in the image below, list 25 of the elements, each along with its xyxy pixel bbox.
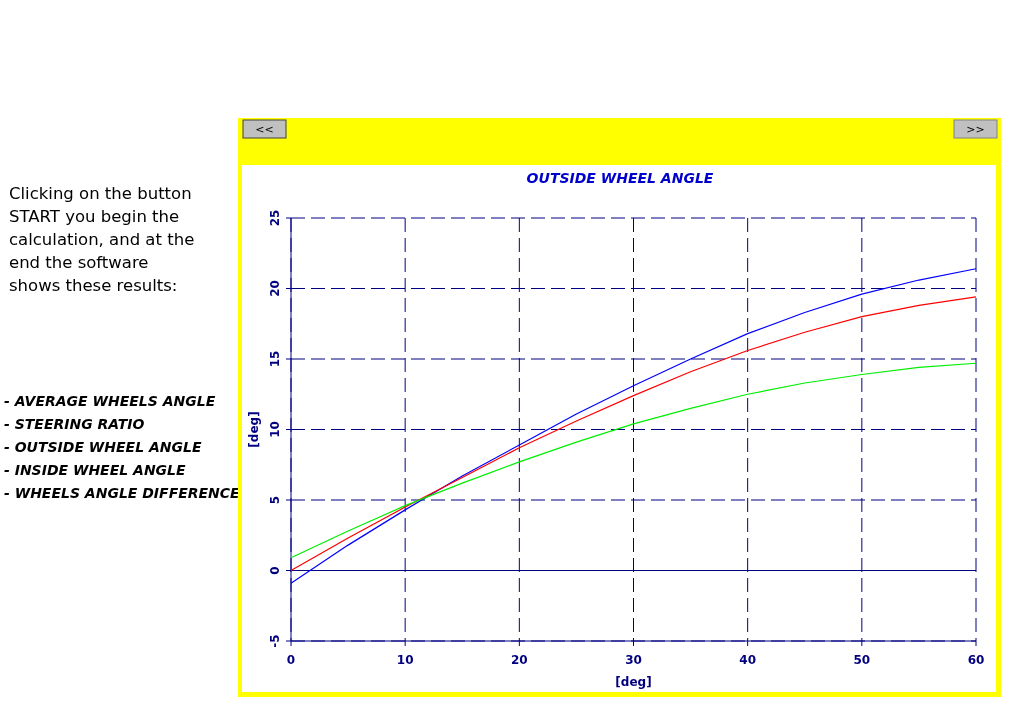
- y-axis-title: [deg]: [247, 411, 261, 448]
- x-tick-label: 50: [853, 653, 871, 667]
- x-tick-label: 20: [510, 653, 528, 667]
- x-axis-title: [deg]: [615, 675, 652, 689]
- x-tick-label: 40: [739, 653, 757, 667]
- previous-button: <<: [242, 119, 287, 139]
- text: - AVERAGE WHEELS ANGLE: [4, 392, 217, 411]
- text: Clicking on the button START you begin the calculation, and at the end the software shows these results:: [9, 183, 196, 297]
- text: - OUTSIDE WHEEL ANGLE: [4, 438, 203, 457]
- y-tick-label: 10: [268, 421, 282, 438]
- y-tick-label: -5: [268, 634, 282, 648]
- x-tick-label: 10: [396, 653, 414, 667]
- chart-title: OUTSIDE WHEEL ANGLE: [526, 170, 714, 186]
- text: - INSIDE WHEEL ANGLE: [4, 461, 187, 480]
- y-tick-label: 0: [268, 566, 282, 575]
- x-tick-label: 60: [967, 653, 985, 667]
- y-tick-label: 5: [268, 495, 282, 505]
- text: - WHEELS ANGLE DIFFERENCE: [4, 484, 240, 503]
- y-tick-label: 15: [268, 350, 282, 368]
- y-tick-label: 25: [268, 209, 282, 227]
- y-tick-label: 20: [268, 280, 282, 297]
- x-tick-label: 0: [286, 653, 296, 667]
- x-tick-label: 30: [625, 653, 642, 667]
- text: - STEERING RATIO: [4, 415, 146, 434]
- next-button: >>: [953, 119, 998, 139]
